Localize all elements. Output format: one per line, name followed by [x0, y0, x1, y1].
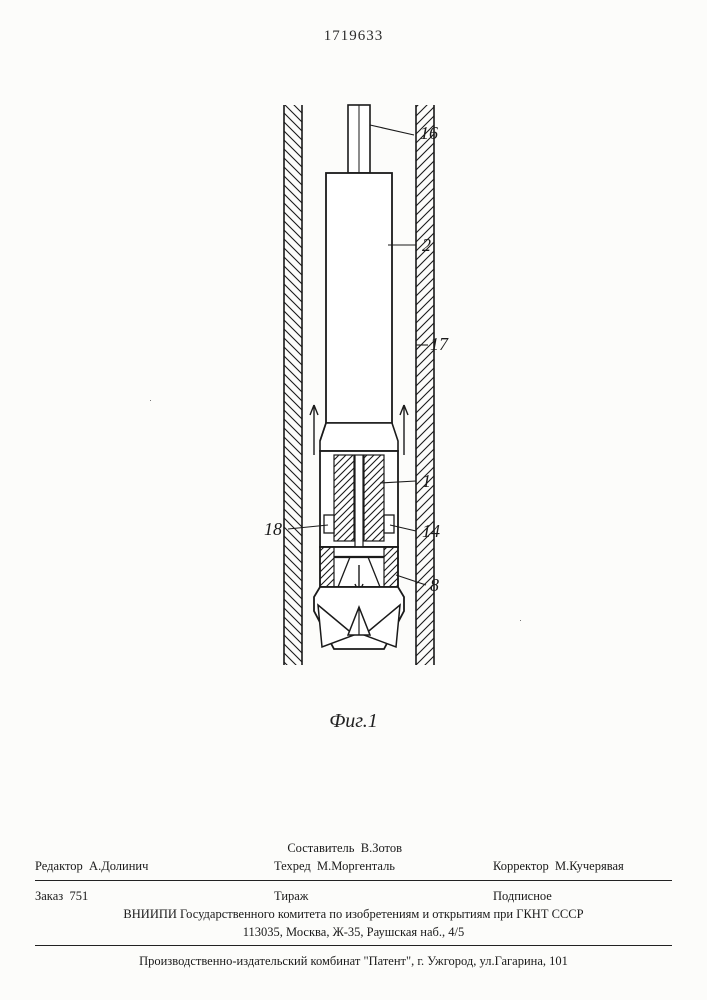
editor-label: Редактор: [35, 859, 83, 873]
label-14: 14: [422, 521, 440, 541]
label-1: 1: [422, 471, 431, 491]
corrector-name: М.Кучерявая: [555, 859, 624, 873]
patent-number: 1719633: [0, 28, 707, 45]
figure-caption: Фиг.1: [0, 710, 707, 733]
order-num: 751: [69, 889, 88, 903]
label-8: 8: [430, 575, 439, 595]
corrector-label: Корректор: [493, 859, 549, 873]
label-18: 18: [264, 519, 282, 539]
podpisnoe: Подписное: [493, 889, 552, 903]
label-2: 2: [422, 235, 431, 255]
tirazh-label: Тираж: [274, 889, 308, 903]
footer-block: Составитель В.Зотов Редактор А.Долинич Т…: [35, 839, 672, 970]
org-line: ВНИИПИ Государственного комитета по изоб…: [35, 905, 672, 923]
editor-name: А.Долинич: [89, 859, 148, 873]
press-line: Производственно-издательский комбинат "П…: [35, 952, 672, 970]
techred-name: М.Моргенталь: [317, 859, 395, 873]
label-17: 17: [430, 334, 449, 354]
techred-label: Техред: [274, 859, 311, 873]
label-16: 16: [420, 123, 438, 143]
compiler-name: В.Зотов: [361, 841, 402, 855]
figure-1: 16 2 17 1 18 14 8: [230, 95, 490, 715]
compiler-label: Составитель: [287, 841, 354, 855]
order-label: Заказ: [35, 889, 63, 903]
org-address: 113035, Москва, Ж-35, Раушская наб., 4/5: [35, 923, 672, 941]
